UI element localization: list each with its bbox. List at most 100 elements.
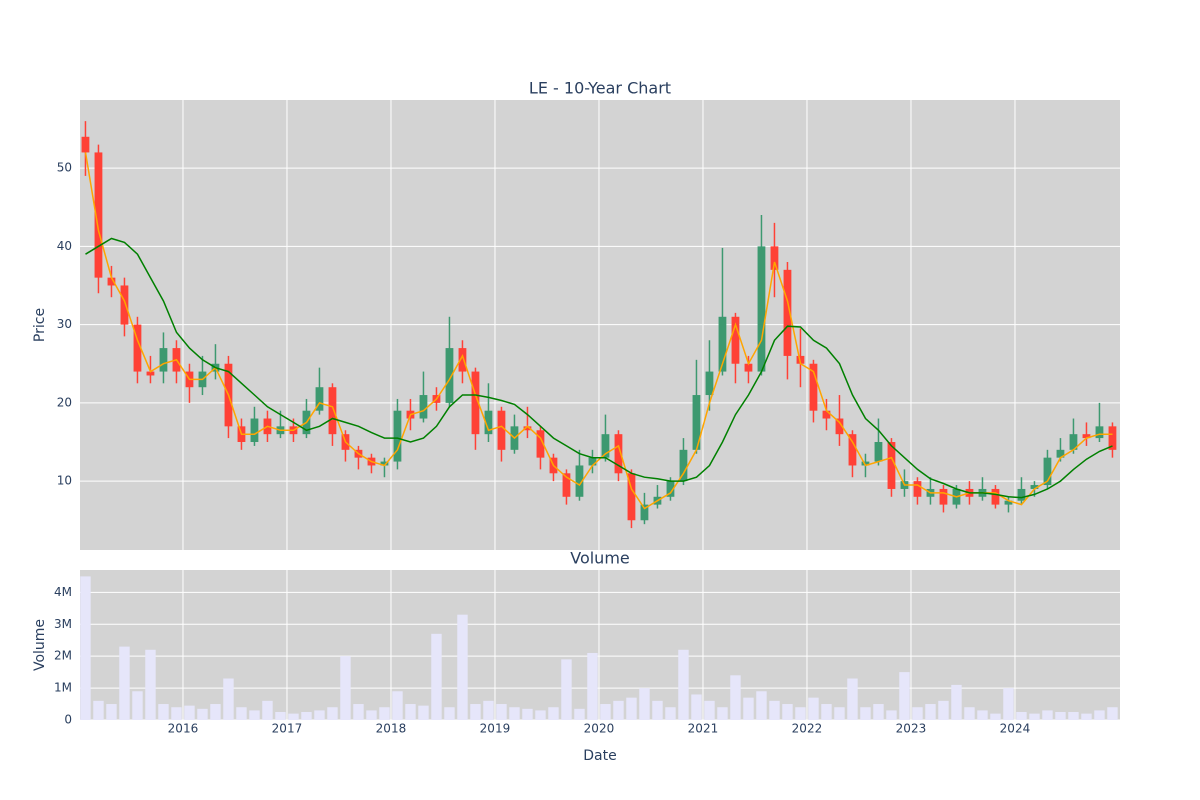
candle-body [783,269,792,356]
x-tick-label: 2018 [376,722,407,736]
volume-bar [353,704,364,720]
candle-body [731,316,740,364]
volume-bar [613,700,624,720]
candle-body [809,363,818,411]
volume-bar [808,697,819,720]
volume-bar [158,704,169,720]
x-tick-label: 2024 [1000,722,1031,736]
volume-bar [938,700,949,720]
volume-bar [210,704,221,720]
volume-bar [782,704,793,720]
volume-bar [197,708,208,720]
x-tick-label: 2021 [688,722,719,736]
volume-bar [184,705,195,720]
volume-bar [418,705,429,720]
x-tick-label: 2022 [792,722,823,736]
volume-bar [717,707,728,720]
volume-bar [795,707,806,720]
candle-body [1004,500,1013,505]
volume-bar [626,697,637,720]
volume-bar [236,707,247,720]
candle-body [81,136,90,153]
x-tick-label: 2019 [480,722,511,736]
volume-bar [119,646,130,720]
volume-bar [223,678,234,720]
volume-bar [145,649,156,720]
volume-bar [340,656,351,720]
x-tick-label: 2020 [584,722,615,736]
volume-bar [587,652,598,720]
candle-body [94,152,103,278]
x-tick-label: 2017 [272,722,303,736]
volume-bar [262,700,273,720]
y-tick-label: 4M [54,585,72,599]
volume-bar [535,710,546,720]
volume-bar [756,691,767,720]
candle-body [146,371,155,376]
candle-body [120,285,129,325]
volume-bar [80,576,91,720]
volume-bar [522,708,533,720]
candle-body [1095,426,1104,439]
volume-bar [769,700,780,720]
volume-bar [977,710,988,720]
y-tick-label: 40 [57,239,72,253]
volume-title: Volume [570,549,630,568]
volume-bar [704,700,715,720]
volume-bar [1107,707,1118,720]
candle-body [601,434,610,458]
x-axis-label: Date [583,748,616,764]
volume-bar [457,614,468,720]
candle-body [107,277,116,286]
moving-average-line [85,237,1113,499]
candle-body [562,473,571,497]
candle-body [848,434,857,466]
volume-bar [496,704,507,720]
candle-body [1056,449,1065,458]
candle-body [770,246,779,270]
volume-bar [730,675,741,720]
volume-bar [951,684,962,720]
candle-body [484,410,493,435]
volume-bar [561,659,572,720]
volume-bar [548,707,559,720]
candle-body [718,316,727,372]
volume-bar [1042,710,1053,720]
candle-body [887,442,896,489]
chart-title: LE - 10-Year Chart [529,79,671,98]
volume-bar [899,672,910,720]
candle-body [939,488,948,505]
volume-bar [314,710,325,720]
candle-body [1030,485,1039,489]
candle-body [1069,434,1078,450]
y-tick-label: 30 [57,317,72,331]
candle-body [692,395,701,450]
volume-bar [847,678,858,720]
candle-body [1108,426,1117,450]
x-tick-label: 2016 [168,722,199,736]
volume-bar [327,707,338,720]
volume-bar [1029,713,1040,720]
candle-body [1017,488,1026,501]
candle-body [991,488,1000,505]
volume-bar [665,707,676,720]
volume-bar [600,704,611,720]
candle-body [705,371,714,396]
volume-bar [821,704,832,720]
y-tick-label: 10 [57,474,72,488]
volume-bar [925,704,936,720]
candle-body [458,348,467,372]
candle-body [588,457,597,466]
volume-bar [275,712,286,720]
volume-y-axis-label: Volume [32,619,48,671]
volume-bar [678,649,689,720]
y-tick-label: 1M [54,681,72,695]
volume-bar [964,707,975,720]
candle-body [913,481,922,497]
candle-body [822,410,831,419]
volume-bar [1016,712,1027,720]
candle-body [159,348,168,372]
y-tick-label: 20 [57,395,72,409]
volume-bar [93,700,104,720]
volume-bar [405,704,416,720]
